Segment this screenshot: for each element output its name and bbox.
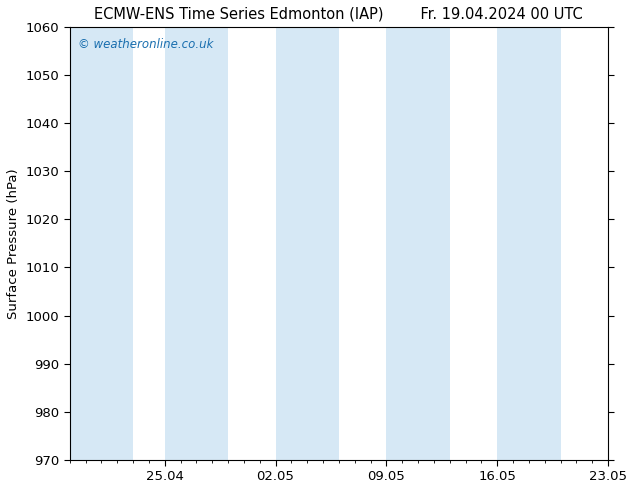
Bar — [276, 27, 307, 460]
Bar — [386, 27, 418, 460]
Bar — [165, 27, 197, 460]
Bar — [529, 27, 560, 460]
Bar — [497, 27, 529, 460]
Bar — [101, 27, 133, 460]
Bar — [307, 27, 339, 460]
Y-axis label: Surface Pressure (hPa): Surface Pressure (hPa) — [7, 168, 20, 319]
Bar — [70, 27, 101, 460]
Bar — [418, 27, 450, 460]
Text: © weatheronline.co.uk: © weatheronline.co.uk — [78, 38, 213, 51]
Title: ECMW-ENS Time Series Edmonton (IAP)        Fr. 19.04.2024 00 UTC: ECMW-ENS Time Series Edmonton (IAP) Fr. … — [94, 7, 583, 22]
Bar — [197, 27, 228, 460]
